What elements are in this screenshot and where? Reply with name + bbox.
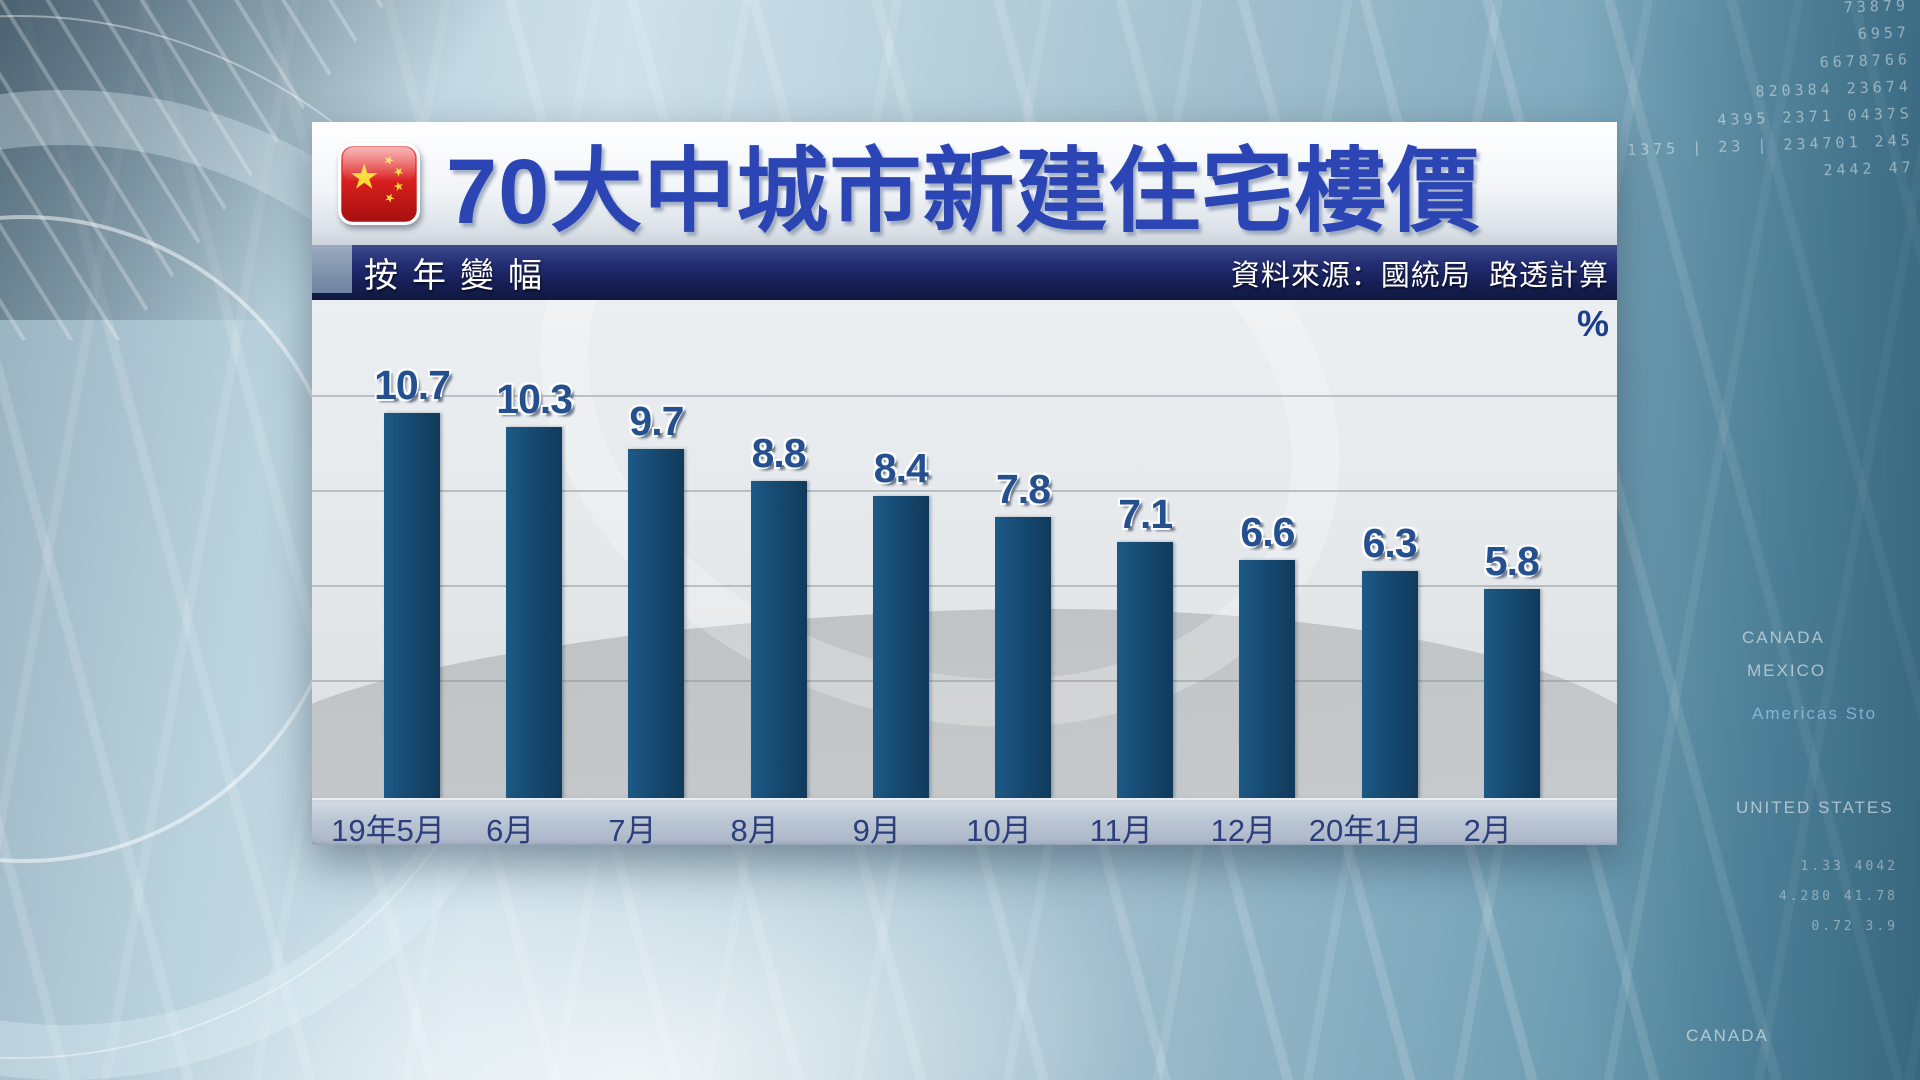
bar (1483, 589, 1540, 798)
title-bar: 70大中城市新建住宅樓價 (312, 122, 1617, 245)
data-source-label: 資料來源：國統局 路透計算 (1230, 259, 1609, 292)
gridline (312, 585, 1617, 587)
bar (1239, 560, 1296, 798)
bar (384, 412, 440, 798)
y-axis-unit-label: % (1576, 303, 1609, 344)
bar (750, 481, 807, 798)
bar (628, 448, 685, 798)
bg-digits-bottom-right: 1.33 4042 4.280 41.78 0.72 3.9 (1628, 852, 1898, 942)
axis-month-label: 20年1月 (1308, 813, 1423, 845)
chart-subtitle: 按年變幅 (364, 257, 556, 295)
axis-strip: 19年5月 6月 7月 8月 9月 10月 11月 12月 20年1月 2月 (312, 798, 1617, 845)
axis-month-label: 7月 (608, 813, 657, 845)
bg-region-label: CANADA (1686, 1026, 1769, 1045)
bar (506, 427, 563, 798)
bg-region-label: CANADA (1742, 628, 1825, 647)
axis-month-label: 2月 (1463, 813, 1512, 845)
bg-digit-row: 1.33 4042 (1800, 859, 1898, 874)
bar-value-label: 7.8 (996, 466, 1051, 513)
subtitle-accent-square (312, 245, 352, 293)
bar (1117, 542, 1174, 798)
axis-month-label: 11月 (1089, 813, 1153, 845)
bar-value-label: 6.3 (1362, 520, 1418, 567)
bar-value-label: 10.7 (374, 361, 451, 408)
bg-region-label: Americas Sto (1752, 704, 1878, 723)
bar (872, 495, 929, 798)
bar-value-label: 7.1 (1118, 491, 1173, 538)
bar-value-label: 5.8 (1484, 538, 1540, 585)
bg-digit-row: 4.280 41.78 (1778, 889, 1898, 904)
bar (1361, 571, 1418, 798)
bg-region-label: MEXICO (1747, 661, 1827, 680)
background-right-teal-band (1580, 0, 1920, 1080)
axis-month-label: 19年5月 (331, 813, 445, 845)
axis-month-label: 8月 (730, 813, 779, 845)
bar-value-label: 6.6 (1240, 509, 1295, 556)
axis-month-label: 12月 (1210, 813, 1277, 845)
bg-region-label: UNITED STATES (1736, 798, 1894, 817)
bar-chart: % 10.7 10.3 9.7 8.8 8.4 7.8 7.1 6.6 6.3 5.8 19年5月… (312, 300, 1617, 845)
china-flag-icon (338, 142, 420, 225)
axis-month-label: 10月 (966, 813, 1032, 845)
bar-value-label: 8.4 (873, 444, 929, 491)
gridline (312, 680, 1617, 682)
gridline (312, 490, 1617, 492)
axis-month-label: 6月 (486, 813, 535, 845)
infographic-panel: 70大中城市新建住宅樓價 按年變幅 資料來源：國統局 路透計算 % 10.7 10… (312, 122, 1617, 845)
gridline (312, 395, 1617, 397)
bar-value-label: 9.7 (629, 397, 684, 444)
page-title: 70大中城市新建住宅樓價 (446, 141, 1481, 243)
axis-month-label: 9月 (852, 813, 901, 845)
bar-value-label: 8.8 (751, 430, 807, 477)
subtitle-bar: 按年變幅 資料來源：國統局 路透計算 (312, 245, 1617, 300)
bars-layer: 10.7 10.3 9.7 8.8 8.4 7.8 7.1 6.6 6.3 5.8 (312, 300, 1617, 845)
bar-value-label: 10.3 (496, 376, 573, 423)
bg-digit-row: 0.72 3.9 (1811, 919, 1898, 934)
bar (995, 517, 1051, 798)
